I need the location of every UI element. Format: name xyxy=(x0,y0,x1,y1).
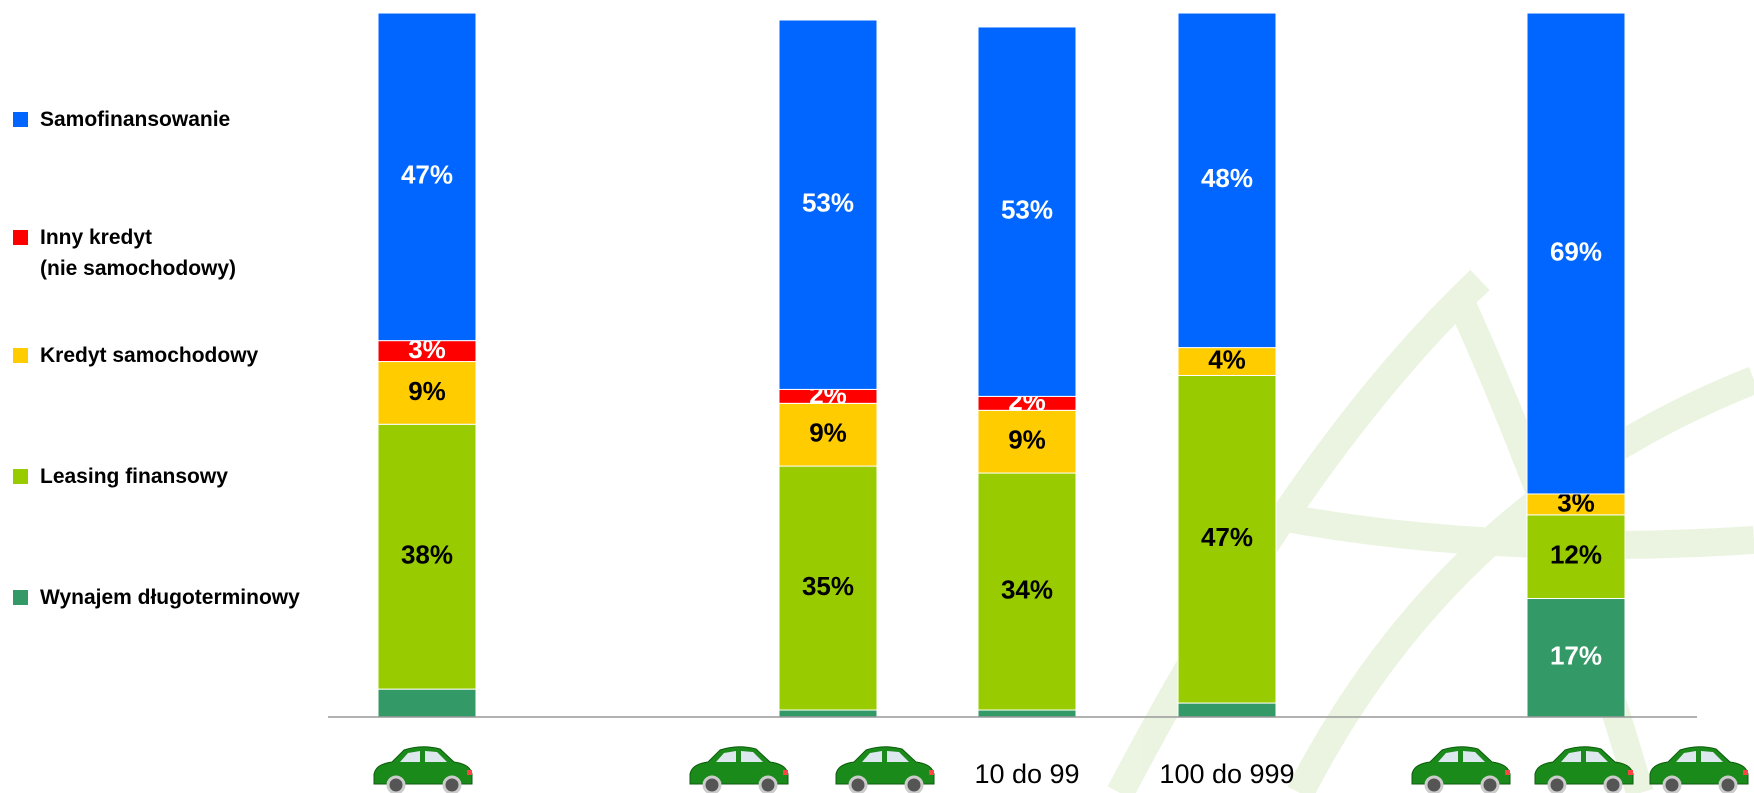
car-wheel xyxy=(1603,775,1623,793)
value-label: 12% xyxy=(1550,540,1602,570)
car-wheel xyxy=(1547,775,1567,793)
car-icon xyxy=(373,746,473,793)
legend-swatch xyxy=(13,348,28,363)
bar-segment xyxy=(377,12,477,342)
bar-segment xyxy=(1177,12,1277,349)
car-icon xyxy=(835,746,935,793)
x-tick-label: 100 do 999 xyxy=(1159,759,1294,789)
bar-segment xyxy=(1526,12,1626,495)
car-light xyxy=(1505,770,1510,775)
legend-swatch xyxy=(13,469,28,484)
bar-segment xyxy=(977,409,1077,474)
legend-item: Wynajem długoterminowy xyxy=(13,582,300,613)
legend-item: Kredyt samochodowy xyxy=(13,340,258,371)
bar-segment xyxy=(377,688,477,718)
legend-swatch xyxy=(13,230,28,245)
value-label: 9% xyxy=(1008,425,1046,455)
car-window xyxy=(1561,751,1608,762)
car-light xyxy=(1743,770,1748,775)
car-body xyxy=(373,746,473,785)
car-body xyxy=(835,746,935,785)
bar-segment xyxy=(1526,598,1626,718)
car-wheel xyxy=(1662,775,1682,793)
car-icon xyxy=(1534,746,1634,793)
bar-segment xyxy=(977,26,1077,397)
value-label: 53% xyxy=(802,188,854,218)
legend-label: Kredyt samochodowy xyxy=(40,344,259,367)
bar-segment xyxy=(377,423,477,690)
legend-label: Wynajem długoterminowy xyxy=(40,586,300,609)
car-window xyxy=(400,751,447,762)
value-label: 53% xyxy=(1001,195,1053,225)
bar-segment xyxy=(1177,374,1277,704)
car-icon xyxy=(1649,746,1749,793)
car-window xyxy=(862,751,909,762)
car-wheel xyxy=(1424,775,1444,793)
value-label: 48% xyxy=(1201,163,1253,193)
legend-item: Leasing finansowy xyxy=(13,461,228,492)
value-label: 9% xyxy=(809,418,847,448)
car-light xyxy=(1628,770,1633,775)
car-body xyxy=(1534,746,1634,785)
legend-label: Leasing finansowy xyxy=(40,465,228,488)
value-label: 34% xyxy=(1001,574,1053,604)
value-label: 35% xyxy=(802,571,854,601)
car-window xyxy=(1438,751,1485,762)
legend-item: Inny kredyt (nie samochodowy) xyxy=(13,222,236,284)
car-wheel xyxy=(1718,775,1738,793)
car-window xyxy=(1676,751,1723,762)
legend-swatch xyxy=(13,112,28,127)
value-label: 9% xyxy=(408,376,446,406)
car-body xyxy=(1649,746,1749,785)
car-window xyxy=(716,751,763,762)
car-light xyxy=(929,770,934,775)
x-tick-label: 10 do 99 xyxy=(974,759,1079,789)
car-wheel xyxy=(848,775,868,793)
legend-swatch xyxy=(13,590,28,605)
bar-segment xyxy=(1526,514,1626,600)
bar-segment xyxy=(1177,347,1277,376)
car-icon xyxy=(1411,746,1511,793)
bar-segment xyxy=(977,472,1077,711)
bar-segment xyxy=(778,402,878,467)
value-label: 69% xyxy=(1550,236,1602,266)
value-label: 17% xyxy=(1550,641,1602,671)
car-icon xyxy=(689,746,789,793)
bar-segment xyxy=(1177,702,1277,718)
car-body xyxy=(689,746,789,785)
car-wheel xyxy=(702,775,722,793)
bar-segment xyxy=(377,361,477,425)
car-wheel xyxy=(904,775,924,793)
legend-label: Inny kredyt (nie samochodowy) xyxy=(40,226,237,280)
legend-label: Samofinansowanie xyxy=(40,108,231,131)
value-label: 47% xyxy=(1201,522,1253,552)
value-label: 38% xyxy=(401,540,453,570)
bar-segment xyxy=(778,19,878,390)
car-body xyxy=(1411,746,1511,785)
value-label: 4% xyxy=(1208,344,1246,374)
car-light xyxy=(783,770,788,775)
bar-segment xyxy=(778,465,878,711)
bar-segment xyxy=(977,709,1077,718)
car-wheel xyxy=(758,775,778,793)
car-wheel xyxy=(386,775,406,793)
legend-item: Samofinansowanie xyxy=(13,104,230,135)
car-light xyxy=(467,770,472,775)
car-wheel xyxy=(1480,775,1500,793)
car-wheel xyxy=(442,775,462,793)
value-label: 47% xyxy=(401,160,453,190)
bar-segment xyxy=(778,709,878,718)
